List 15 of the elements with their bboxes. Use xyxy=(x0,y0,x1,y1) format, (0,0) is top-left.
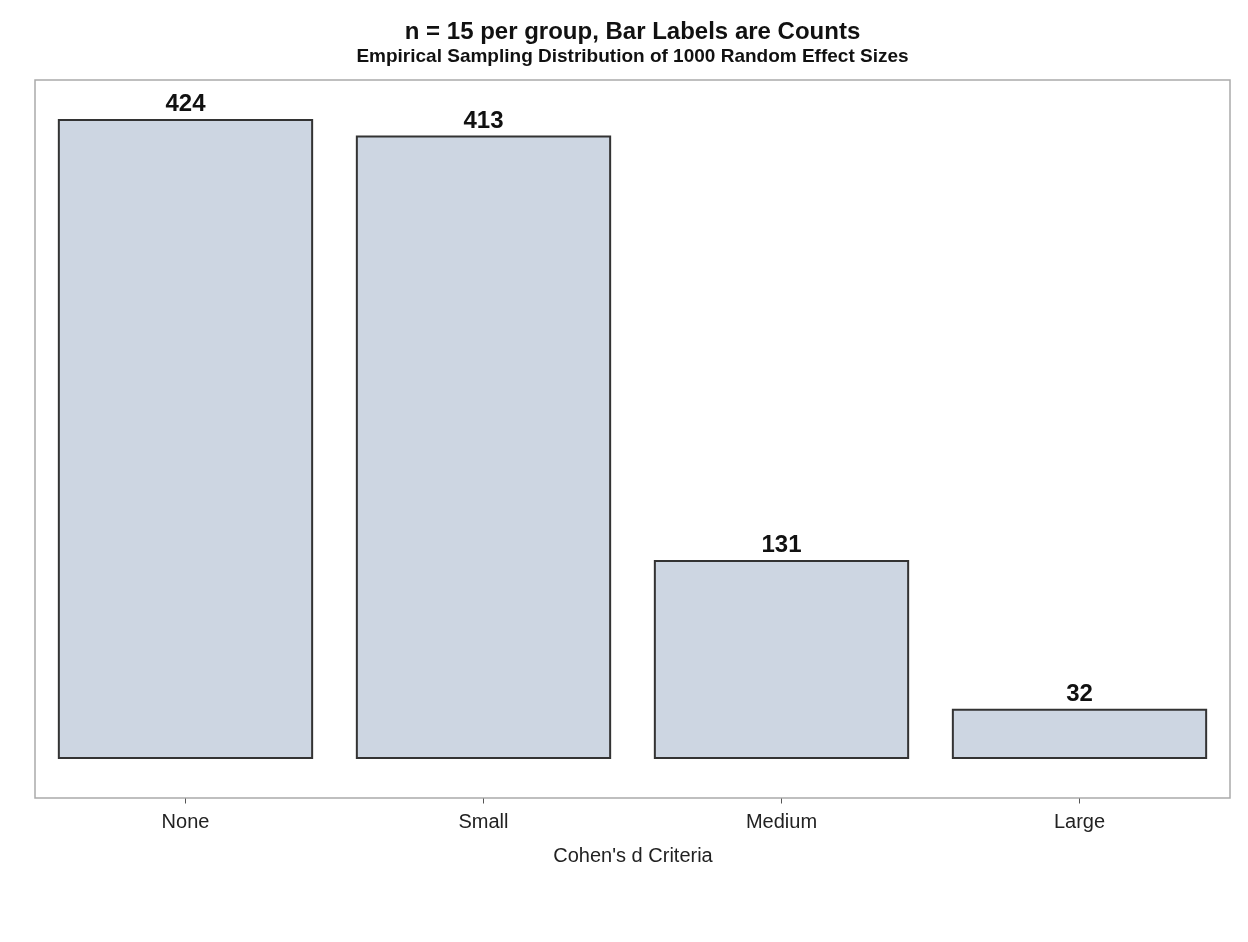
x-tick-label: Medium xyxy=(745,809,818,832)
x-tick-label: Small xyxy=(458,809,509,832)
bar xyxy=(57,119,314,759)
data-label: 424 xyxy=(165,89,207,116)
chart-subtitle: Empirical Sampling Distribution of 1000 Random Effect Sizes xyxy=(356,45,909,66)
x-tick-label: Large xyxy=(1053,809,1106,832)
bar xyxy=(951,708,1208,759)
data-label: 413 xyxy=(463,105,504,133)
x-axis-title: Cohen's d Criteria xyxy=(553,843,714,866)
x-tick-label: None xyxy=(161,809,210,832)
bar xyxy=(355,135,612,759)
chart-title: n = 15 per group, Bar Labels are Counts xyxy=(404,17,861,44)
data-label: 131 xyxy=(761,529,802,557)
data-label: 32 xyxy=(1066,678,1093,706)
bar xyxy=(653,559,910,759)
